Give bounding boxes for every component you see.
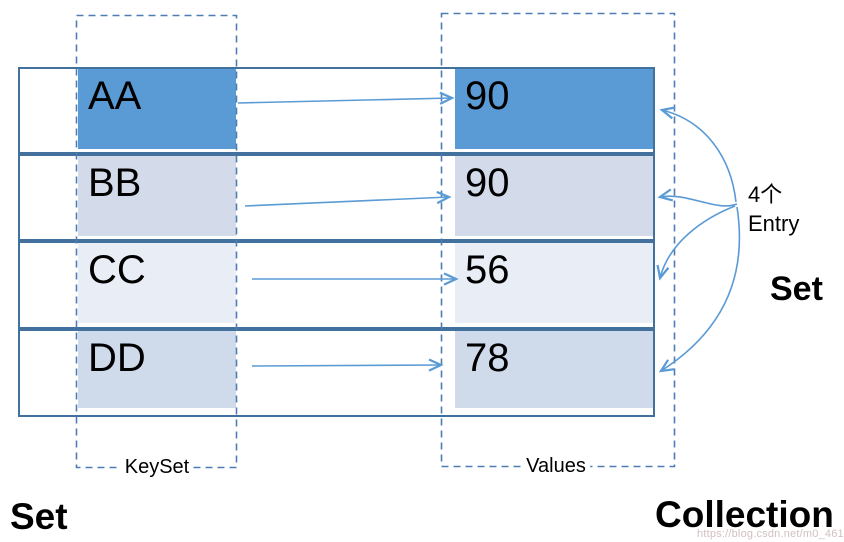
- key-cell: AA: [78, 69, 236, 149]
- keyset-label: KeySet: [120, 456, 194, 479]
- key-cell: BB: [78, 156, 236, 236]
- values-label: Values: [522, 455, 590, 478]
- value-cell: 90: [455, 69, 653, 149]
- key-cell: CC: [78, 243, 236, 323]
- collection-label: Collection: [655, 494, 834, 535]
- entry-curved-arrow-icon: [660, 205, 736, 278]
- entry-count-line1: 4个: [748, 182, 783, 207]
- value-cell: 78: [455, 331, 653, 408]
- value-cell: 56: [455, 243, 653, 323]
- watermark: https://blog.csdn.net/m0_461539: [697, 528, 844, 540]
- entry-count-label: 4个 Entry: [748, 180, 799, 238]
- entry-curved-arrow-icon: [660, 196, 738, 207]
- entry-curved-arrow-icon: [662, 110, 737, 203]
- key-cell: DD: [78, 331, 236, 408]
- value-cell: 90: [455, 156, 653, 236]
- entry-count-line2: Entry: [748, 211, 800, 236]
- set-label-bottom: Set: [10, 496, 68, 537]
- set-label-right: Set: [770, 270, 823, 308]
- entry-curved-arrow-icon: [661, 206, 741, 371]
